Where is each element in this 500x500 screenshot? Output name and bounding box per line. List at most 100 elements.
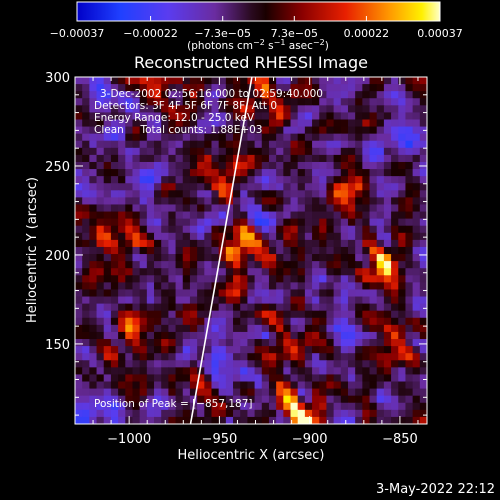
- heatmap-pixel: [189, 296, 198, 305]
- heatmap-pixel: [218, 296, 227, 305]
- heatmap-pixel: [211, 147, 220, 156]
- heatmap-pixel: [304, 232, 313, 241]
- y-tick-label: 200: [45, 249, 70, 264]
- heatmap-pixel: [139, 395, 148, 404]
- heatmap-pixel: [391, 211, 399, 220]
- heatmap-pixel: [419, 98, 427, 106]
- heatmap-pixel: [391, 296, 399, 305]
- heatmap-pixel: [319, 289, 328, 298]
- heatmap-pixel: [204, 296, 213, 305]
- heatmap-pixel: [326, 317, 335, 326]
- heatmap-pixel: [333, 77, 342, 85]
- heatmap-pixel: [312, 416, 320, 424]
- heatmap-pixel: [355, 161, 363, 170]
- heatmap-pixel: [304, 360, 313, 368]
- heatmap-pixel: [225, 339, 234, 347]
- heatmap-pixel: [283, 84, 292, 92]
- heatmap-pixel: [391, 324, 399, 333]
- heatmap-pixel: [218, 183, 227, 191]
- heatmap-pixel: [139, 232, 148, 241]
- heatmap-pixel: [254, 225, 263, 234]
- heatmap-pixel: [383, 91, 392, 99]
- heatmap-pixel: [82, 416, 90, 424]
- heatmap-pixel: [268, 218, 277, 227]
- heatmap-pixel: [355, 282, 363, 291]
- heatmap-pixel: [419, 310, 427, 319]
- heatmap-pixel: [398, 282, 407, 291]
- heatmap-pixel: [96, 98, 105, 106]
- heatmap-pixel: [175, 324, 184, 333]
- heatmap-pixel: [204, 416, 213, 424]
- heatmap-pixel: [225, 324, 234, 333]
- heatmap-pixel: [182, 218, 191, 227]
- heatmap-pixel: [103, 176, 112, 184]
- heatmap-pixel: [319, 154, 328, 163]
- heatmap-pixel: [204, 381, 213, 390]
- heatmap-pixel: [154, 402, 162, 411]
- heatmap-pixel: [412, 190, 421, 198]
- heatmap-pixel: [103, 183, 112, 191]
- heatmap-pixel: [297, 91, 306, 99]
- heatmap-pixel: [283, 374, 292, 383]
- heatmap-pixel: [125, 91, 134, 99]
- heatmap-pixel: [355, 402, 363, 411]
- heatmap-pixel: [75, 324, 83, 333]
- heatmap-pixel: [268, 310, 277, 319]
- heatmap-pixel: [319, 317, 328, 326]
- heatmap-pixel: [362, 218, 371, 227]
- heatmap-pixel: [412, 409, 421, 418]
- heatmap-pixel: [398, 331, 407, 340]
- heatmap-pixel: [276, 98, 284, 106]
- heatmap-pixel: [369, 225, 378, 234]
- heatmap-pixel: [161, 282, 169, 291]
- heatmap-pixel: [355, 140, 363, 149]
- heatmap-pixel: [161, 353, 169, 361]
- heatmap-pixel: [110, 239, 119, 248]
- heatmap-pixel: [225, 176, 234, 184]
- heatmap-pixel: [312, 239, 320, 248]
- heatmap-pixel: [383, 353, 392, 361]
- heatmap-pixel: [268, 232, 277, 241]
- heatmap-pixel: [355, 154, 363, 163]
- heatmap-pixel: [297, 402, 306, 411]
- heatmap-pixel: [405, 416, 414, 424]
- heatmap-pixel: [333, 176, 342, 184]
- heatmap-pixel: [383, 402, 392, 411]
- heatmap-pixel: [182, 98, 191, 106]
- heatmap-pixel: [96, 254, 105, 262]
- heatmap-pixel: [355, 317, 363, 326]
- heatmap-pixel: [197, 303, 205, 312]
- heatmap-pixel: [204, 275, 213, 283]
- heatmap-pixel: [146, 112, 155, 121]
- heatmap-pixel: [376, 367, 385, 376]
- heatmap-pixel: [139, 176, 148, 184]
- heatmap-pixel: [96, 112, 105, 121]
- heatmap-pixel: [376, 374, 385, 383]
- heatmap-pixel: [412, 119, 421, 128]
- heatmap-pixel: [383, 381, 392, 390]
- heatmap-pixel: [168, 296, 177, 305]
- heatmap-pixel: [110, 169, 119, 177]
- heatmap-pixel: [82, 296, 90, 305]
- heatmap-pixel: [132, 91, 141, 99]
- heatmap-pixel: [168, 147, 177, 156]
- heatmap-pixel: [225, 91, 234, 99]
- heatmap-pixel: [355, 261, 363, 269]
- heatmap-pixel: [283, 275, 292, 283]
- heatmap-pixel: [383, 416, 392, 424]
- heatmap-pixel: [376, 225, 385, 234]
- heatmap-pixel: [319, 324, 328, 333]
- heatmap-pixel: [254, 303, 263, 312]
- heatmap-pixel: [319, 360, 328, 368]
- heatmap-pixel: [247, 296, 256, 305]
- heatmap-pixel: [82, 84, 90, 92]
- heatmap-pixel: [362, 105, 371, 114]
- heatmap-pixel: [398, 395, 407, 404]
- heatmap-pixel: [211, 232, 220, 241]
- heatmap-pixel: [118, 367, 126, 376]
- heatmap-pixel: [161, 268, 169, 276]
- heatmap-pixel: [290, 409, 299, 418]
- heatmap-pixel: [412, 154, 421, 163]
- heatmap-pixel: [189, 119, 198, 128]
- heatmap-pixel: [405, 232, 414, 241]
